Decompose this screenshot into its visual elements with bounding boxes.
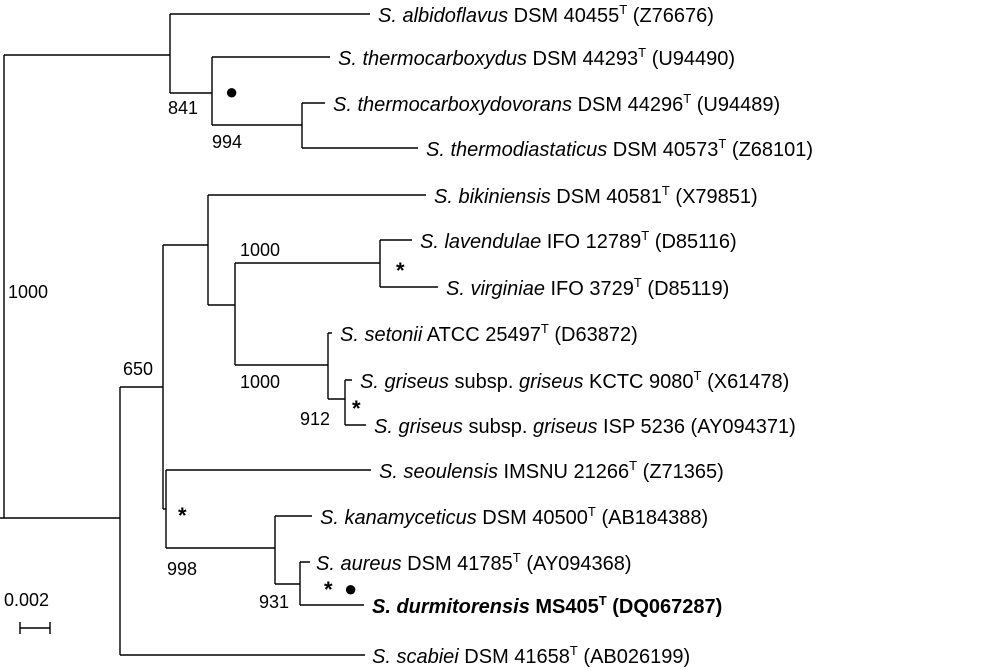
leaf-label-seoulensis: S. seoulensis IMSNU 21266T (Z71365) xyxy=(379,458,724,483)
leaf-label-thermocarboxydus: S. thermocarboxydus DSM 44293T (U94490) xyxy=(338,45,735,70)
star-marker-lavendulae: * xyxy=(396,258,405,283)
branch-650-node xyxy=(162,244,208,510)
node-markers: ● * * * * ● xyxy=(178,79,405,602)
branch-bikiniensis-node xyxy=(207,194,426,306)
leaf-labels: S. albidoflavus DSM 40455T (Z76676) S. t… xyxy=(316,2,813,668)
branch-lavendulae-node xyxy=(379,239,438,288)
branch-1000-node xyxy=(234,262,380,366)
branch-griseus-node xyxy=(344,379,366,426)
bootstrap-seoulensis-clade: 998 xyxy=(167,559,197,579)
leaf-label-bikiniensis: S. bikiniensis DSM 40581T (X79851) xyxy=(434,183,758,208)
scale-bar-label: 0.002 xyxy=(4,590,49,610)
bootstrap-lavendulae-clade: 1000 xyxy=(240,240,280,260)
leaf-label-albidoflavus: S. albidoflavus DSM 40455T (Z76676) xyxy=(378,2,714,27)
scale-bar-line xyxy=(19,622,51,634)
leaf-label-durmitorensis: S. durmitorensis MS405T (DQ067287) xyxy=(372,593,722,618)
leaf-label-lavendulae: S. lavendulae IFO 12789T (D85116) xyxy=(420,228,737,253)
branch-kanamyceticus-node xyxy=(274,515,312,585)
bootstrap-aureus-clade: 931 xyxy=(259,592,289,612)
leaf-label-griseus-isp: S. griseus subsp. griseus ISP 5236 (AY09… xyxy=(374,416,796,438)
branch-root xyxy=(0,55,5,519)
leaf-label-aureus: S. aureus DSM 41785T (AY094368) xyxy=(316,550,632,575)
star-marker-seoulensis: * xyxy=(178,503,187,528)
bootstrap-values: 1000 841 994 1000 1000 912 650 998 931 xyxy=(8,98,330,612)
dot-marker-aureus: ● xyxy=(344,576,357,601)
dot-marker-thermo: ● xyxy=(225,79,238,104)
bootstrap-thermo-clade: 841 xyxy=(168,98,198,118)
star-marker-aureus: * xyxy=(324,577,333,602)
branch-setonii-node xyxy=(327,332,345,400)
branch-lower-clade xyxy=(4,386,365,656)
bootstrap-root-upper: 1000 xyxy=(8,282,48,302)
bootstrap-griseus-inner: 912 xyxy=(300,409,330,429)
leaf-label-scabiei: S. scabiei DSM 41658T (AB026199) xyxy=(372,643,690,668)
leaf-label-setonii: S. setonii ATCC 25497T (D63872) xyxy=(340,321,638,346)
star-marker-griseus: * xyxy=(352,396,361,421)
leaf-label-thermodiastaticus: S. thermodiastaticus DSM 40573T (Z68101) xyxy=(426,136,813,161)
branch-aureus-node xyxy=(299,561,364,606)
leaf-label-kanamyceticus: S. kanamyceticus DSM 40500T (AB184388) xyxy=(320,504,708,529)
scale-bar: 0.002 xyxy=(4,590,51,634)
leaf-label-griseus-kctc: S. griseus subsp. griseus KCTC 9080T (X6… xyxy=(360,368,789,393)
tree-branches xyxy=(0,13,438,656)
leaf-label-thermocarboxydovorans: S. thermocarboxydovorans DSM 44296T (U94… xyxy=(333,91,780,116)
leaf-label-virginiae: S. virginiae IFO 3729T (D85119) xyxy=(446,275,729,300)
branch-upper-clade xyxy=(4,13,370,94)
branch-thermocarboxydovorans-node xyxy=(301,102,418,149)
bootstrap-griseus-clade: 1000 xyxy=(240,372,280,392)
bootstrap-thermo-inner: 994 xyxy=(212,132,242,152)
bootstrap-main-lower: 650 xyxy=(123,359,153,379)
branch-thermocarboxydus-node xyxy=(211,56,330,126)
branch-seoulensis xyxy=(165,469,371,549)
